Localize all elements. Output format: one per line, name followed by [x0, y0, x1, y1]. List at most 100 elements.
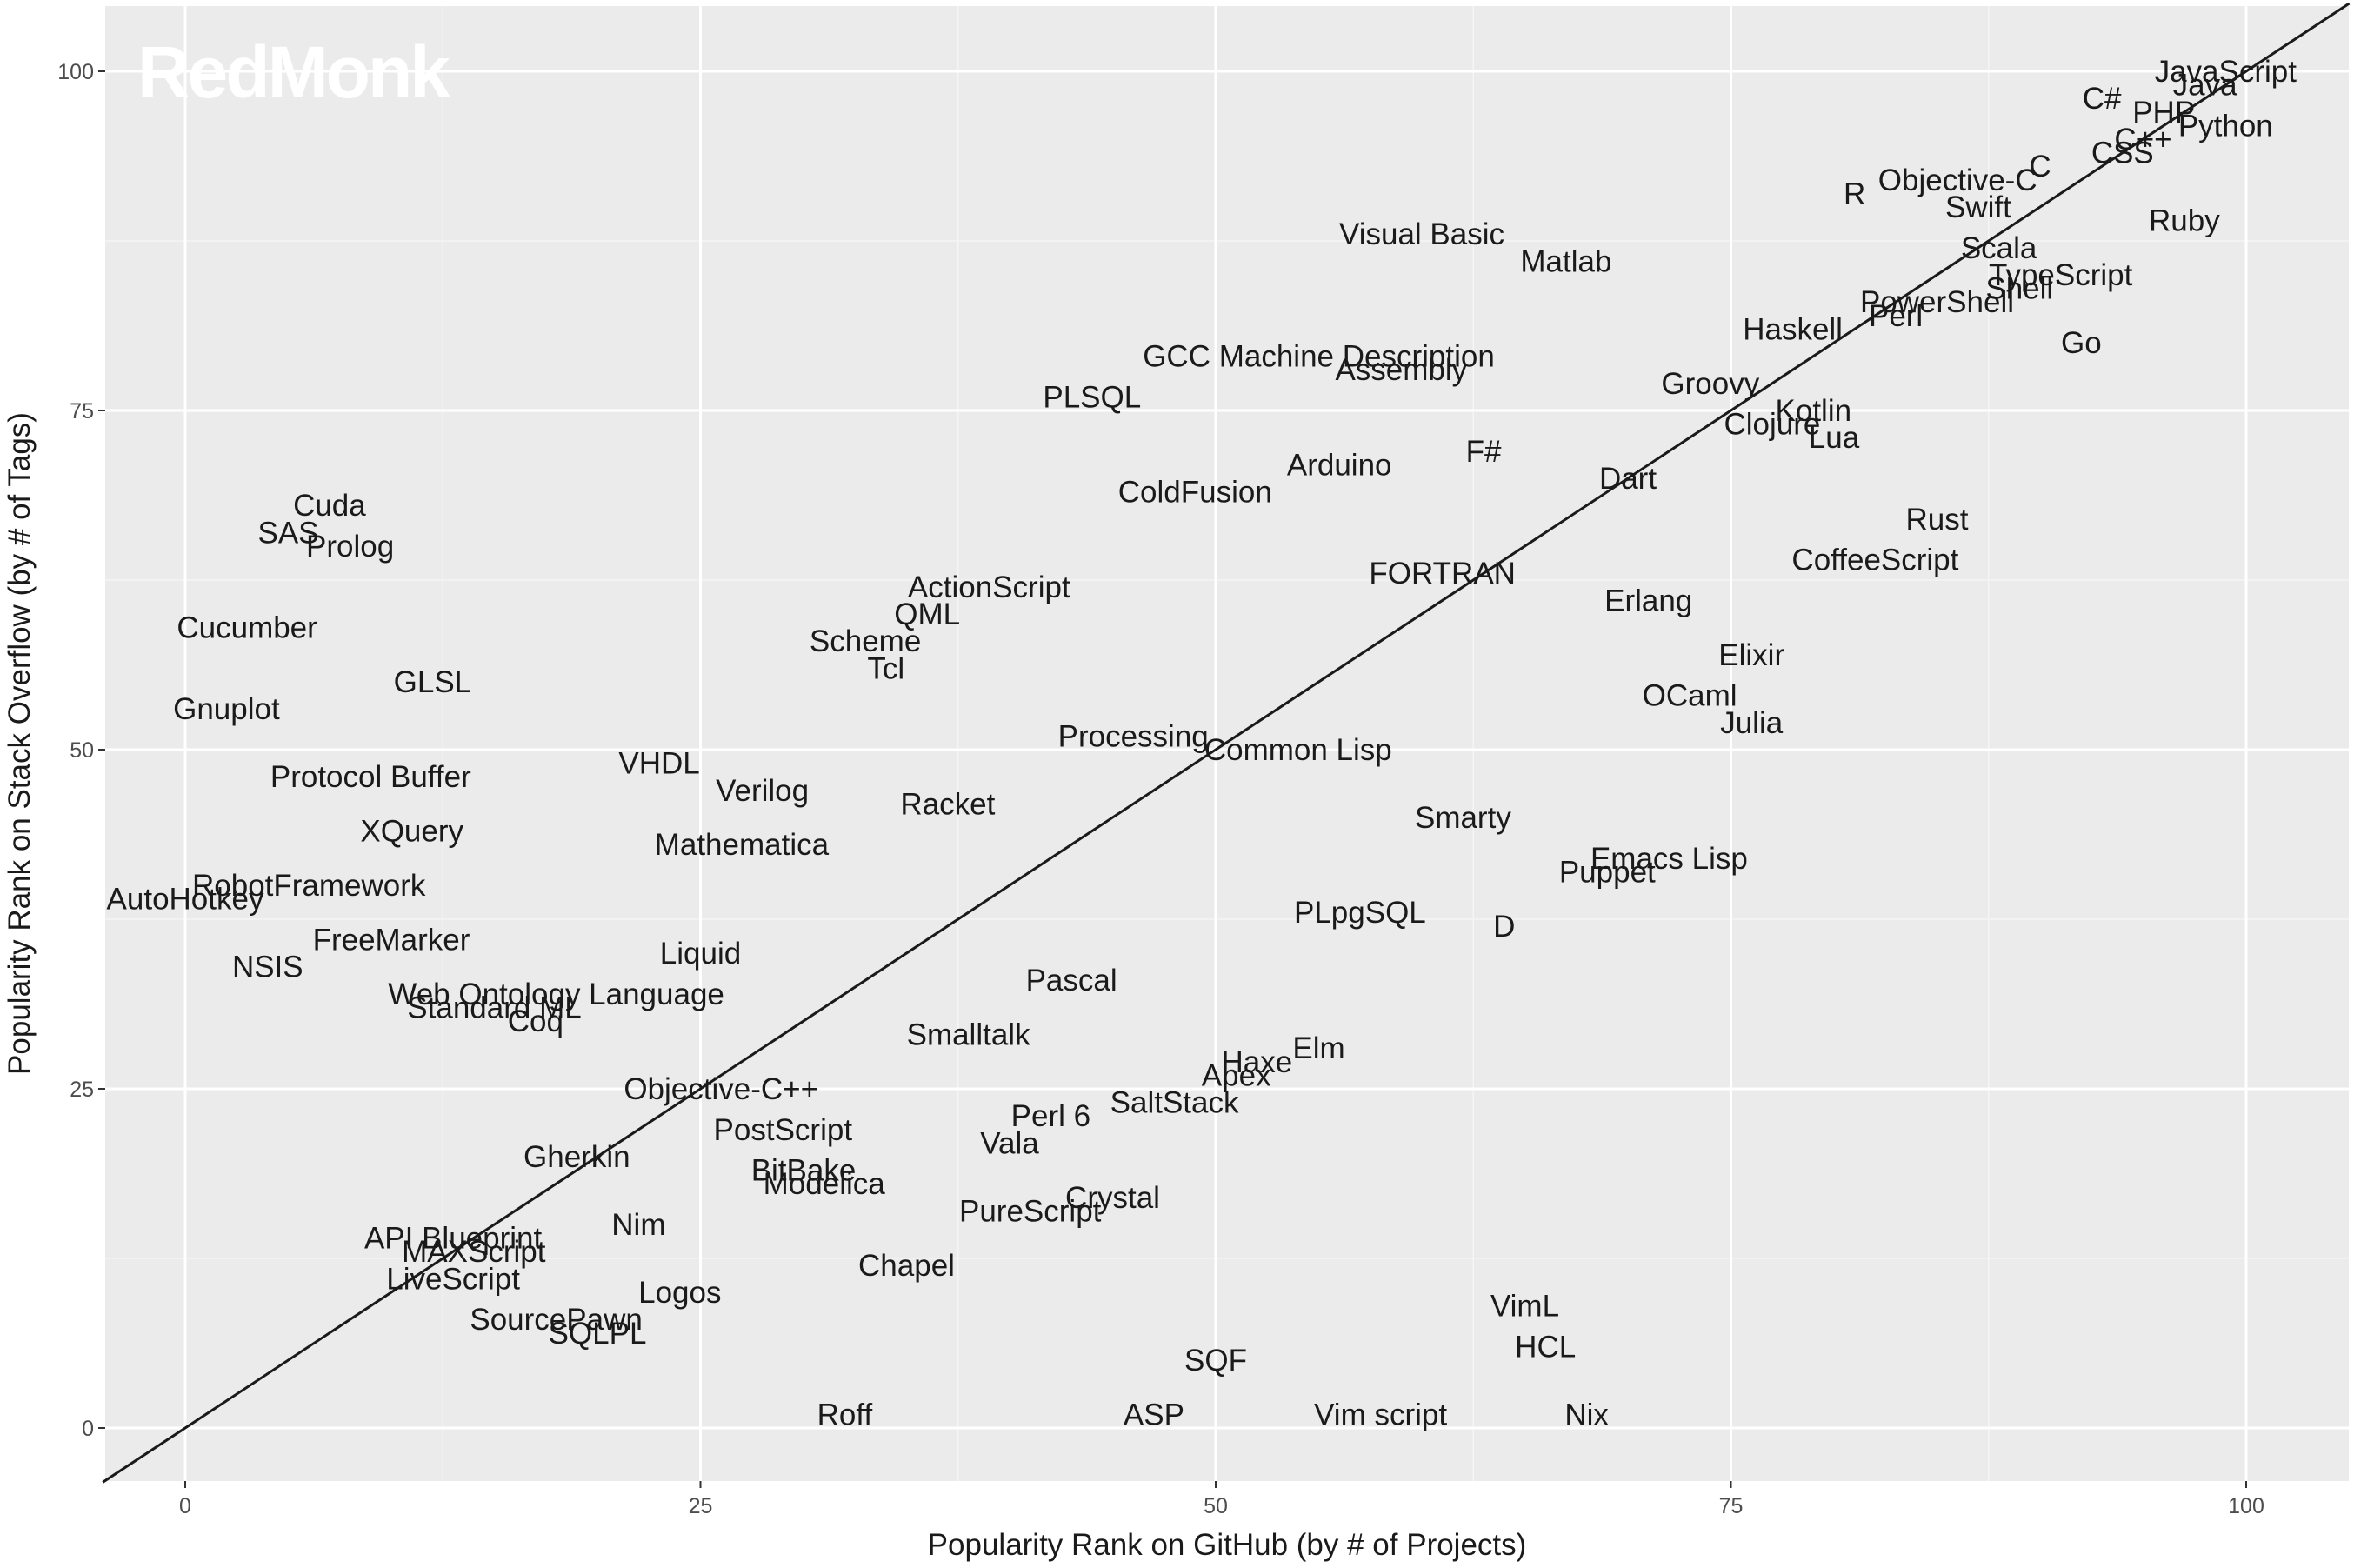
point-label: R — [1844, 177, 1865, 210]
x-axis-ticks: 0 25 50 75 100 — [179, 1481, 2264, 1518]
point-label: C — [2029, 150, 2051, 183]
y-tick-label: 0 — [82, 1417, 94, 1441]
y-tick-label: 75 — [70, 399, 94, 424]
point-label: Scheme — [810, 624, 921, 658]
point-label: Verilog — [716, 774, 809, 808]
point-label: Vim script — [1314, 1398, 1447, 1431]
point-label: Cuda — [293, 489, 366, 523]
x-tick-label: 0 — [179, 1494, 191, 1518]
x-tick-label: 50 — [1204, 1494, 1228, 1518]
x-tick-label: 100 — [2228, 1494, 2264, 1518]
point-label: XQuery — [360, 815, 463, 849]
point-label: Swift — [1945, 190, 2011, 224]
point-label: Racket — [900, 787, 995, 821]
point-label: Kotlin — [1776, 394, 1852, 428]
point-label: Shell — [1985, 272, 2053, 306]
point-label: Modelica — [764, 1167, 886, 1201]
point-label: CSS — [2091, 137, 2154, 170]
point-label: QML — [894, 597, 960, 631]
point-label: Erlang — [1604, 584, 1692, 617]
point-label: Haskell — [1743, 312, 1843, 346]
reference-line — [102, 2, 2351, 1484]
point-label: PHP — [2132, 96, 2195, 130]
point-label: SourcePawn — [470, 1303, 642, 1337]
point-label: SaltStack — [1110, 1086, 1239, 1120]
point-label: Processing — [1058, 719, 1209, 753]
point-label: Gnuplot — [173, 692, 280, 726]
point-label: PLpgSQL — [1294, 896, 1426, 930]
point-label: Prolog — [306, 530, 394, 564]
point-label: OCaml — [1643, 679, 1737, 713]
point-label: Protocol Buffer — [270, 760, 471, 794]
point-label: Nim — [611, 1208, 665, 1242]
point-label: NSIS — [232, 951, 303, 984]
point-label: Matlab — [1520, 244, 1611, 278]
point-label: VimL — [1490, 1290, 1559, 1324]
point-label: PostScript — [714, 1113, 853, 1147]
point-label: FreeMarker — [313, 923, 470, 957]
point-label: SQF — [1184, 1344, 1247, 1378]
point-label: Liquid — [660, 937, 741, 971]
point-label: API Blueprint — [364, 1222, 543, 1256]
y-axis-title: Popularity Rank on Stack Overflow (by # … — [3, 412, 37, 1075]
point-label: Dart — [1599, 462, 1657, 496]
point-label: C# — [2083, 82, 2122, 116]
point-label: Vala — [980, 1126, 1039, 1160]
point-label: JavaScript — [2155, 55, 2297, 89]
point-label: Standard ML — [407, 991, 581, 1024]
point-label: MAXScript — [402, 1235, 546, 1269]
point-label: Smalltalk — [907, 1018, 1030, 1052]
point-label: Go — [2061, 326, 2102, 360]
point-label: FORTRAN — [1369, 557, 1516, 591]
point-label: SQLPL — [549, 1317, 647, 1351]
y-tick-label: 50 — [70, 738, 94, 763]
point-label: Clojure — [1724, 408, 1820, 442]
point-label: Groovy — [1661, 367, 1759, 401]
x-tick-label: 25 — [689, 1494, 713, 1518]
point-label: BitBake — [751, 1154, 857, 1188]
point-label: ActionScript — [908, 570, 1070, 604]
point-label: Objective-C++ — [624, 1072, 818, 1106]
point-label: PLSQL — [1043, 380, 1141, 414]
y-axis-ticks: 0 25 50 75 100 — [57, 60, 105, 1441]
redmonk-logo: RedMonk — [137, 31, 450, 113]
point-label: Emacs Lisp — [1590, 842, 1748, 876]
point-label: Ruby — [2149, 204, 2220, 238]
point-label: Haxe — [1222, 1045, 1293, 1079]
point-label: Visual Basic — [1339, 217, 1504, 251]
point-label: Scala — [1961, 231, 2037, 265]
point-label: F# — [1466, 435, 1502, 469]
point-label: TypeScript — [1989, 258, 2133, 292]
point-label: Perl — [1869, 299, 1923, 333]
y-tick-label: 25 — [70, 1078, 94, 1102]
point-label: ColdFusion — [1118, 476, 1272, 510]
point-label: VHDL — [618, 747, 699, 781]
point-label: Elixir — [1718, 638, 1784, 672]
point-label: Coq — [508, 1004, 563, 1038]
point-label: D — [1493, 910, 1515, 944]
point-label: PowerShell — [1860, 285, 2014, 319]
point-label: ASP — [1124, 1398, 1184, 1431]
x-tick-label: 75 — [1719, 1494, 1744, 1518]
point-label: Assembly — [1335, 353, 1467, 387]
point-label: Objective-C — [1878, 163, 2037, 197]
point-label: Perl 6 — [1011, 1099, 1090, 1133]
point-label: Puppet — [1559, 855, 1656, 889]
point-label: Java — [2173, 69, 2237, 103]
point-label: Gherkin — [523, 1140, 630, 1174]
point-label: GLSL — [394, 665, 472, 699]
point-label: LiveScript — [386, 1262, 520, 1296]
point-label: HCL — [1515, 1330, 1576, 1364]
point-label: Cucumber — [177, 611, 317, 645]
point-label: Crystal — [1065, 1181, 1160, 1215]
point-label: C++ — [2114, 123, 2171, 157]
minor-grid — [105, 6, 2349, 1481]
point-label: GCC Machine Description — [1143, 340, 1495, 374]
point-label: Mathematica — [655, 828, 830, 862]
point-label: Elm — [1292, 1031, 1344, 1065]
major-grid — [105, 6, 2349, 1481]
point-label: Nix — [1564, 1398, 1609, 1431]
point-label: Arduino — [1287, 448, 1392, 482]
